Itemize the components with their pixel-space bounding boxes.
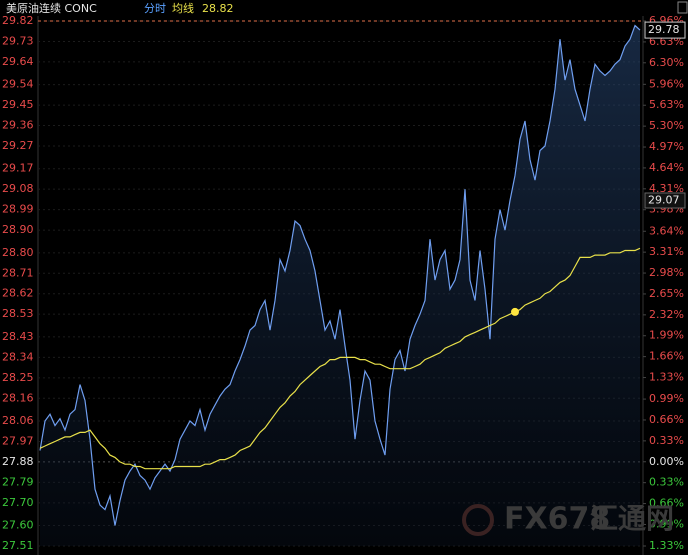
y2-tick-label: 2.32% bbox=[649, 308, 684, 321]
cursor-price-box bbox=[644, 192, 686, 209]
current-price-box bbox=[644, 21, 686, 39]
cursor-price-label: 29.07 bbox=[648, 194, 680, 207]
y-tick-label: 27.70 bbox=[2, 496, 34, 509]
y-tick-label: 27.51 bbox=[2, 539, 34, 552]
y-tick-label: 28.53 bbox=[2, 307, 34, 320]
y-tick-label: 29.64 bbox=[2, 55, 34, 68]
y-tick-label: 27.60 bbox=[2, 519, 34, 532]
y2-tick-label: 0.99% bbox=[649, 392, 684, 405]
y-tick-label: 29.82 bbox=[2, 14, 34, 27]
y2-tick-label: 3.64% bbox=[649, 224, 684, 237]
y-tick-label: 28.34 bbox=[2, 350, 34, 363]
y2-tick-label: 3.31% bbox=[649, 245, 684, 258]
y-tick-label: 29.54 bbox=[2, 78, 34, 91]
y2-tick-label: 0.00% bbox=[649, 455, 684, 468]
y-tick-label: 29.73 bbox=[2, 34, 34, 47]
window-icon[interactable] bbox=[677, 1, 688, 14]
y-tick-label: 29.45 bbox=[2, 98, 34, 111]
y2-tick-label: 2.65% bbox=[649, 287, 684, 300]
y2-tick-label: 5.63% bbox=[649, 98, 684, 111]
y2-tick-label: 0.33% bbox=[649, 476, 684, 489]
y2-tick-label: 2.98% bbox=[649, 266, 684, 279]
y2-tick-label: 4.97% bbox=[649, 140, 684, 153]
y-tick-label: 29.17 bbox=[2, 162, 34, 175]
y-tick-label: 27.97 bbox=[2, 434, 34, 447]
watermark-cn: 汇通网 bbox=[590, 502, 674, 535]
y-tick-label: 28.62 bbox=[2, 287, 34, 300]
y-tick-label: 28.43 bbox=[2, 330, 34, 343]
y-tick-label: 28.71 bbox=[2, 266, 34, 279]
y2-tick-label: 0.66% bbox=[649, 497, 684, 510]
y-tick-label: 29.27 bbox=[2, 139, 34, 152]
y-tick-label: 28.99 bbox=[2, 203, 34, 216]
y2-tick-label: 0.66% bbox=[649, 413, 684, 426]
avg-marker bbox=[511, 307, 519, 316]
y2-tick-label: 1.99% bbox=[649, 329, 684, 342]
y2-tick-label: 4.64% bbox=[649, 161, 684, 174]
y2-tick-label: 5.30% bbox=[649, 119, 684, 132]
y2-tick-label: 0.33% bbox=[649, 434, 684, 447]
y-tick-label: 29.08 bbox=[2, 182, 34, 195]
y-tick-label: 27.88 bbox=[2, 455, 34, 468]
watermark-logo bbox=[462, 504, 494, 536]
mode-label: 分时 bbox=[144, 2, 166, 15]
y2-tick-label: 1.33% bbox=[649, 371, 684, 384]
y-tick-label: 28.25 bbox=[2, 371, 34, 384]
y-tick-label: 29.36 bbox=[2, 119, 34, 132]
y2-tick-label: 0.99% bbox=[649, 517, 684, 530]
y-tick-label: 28.90 bbox=[2, 223, 34, 236]
y-tick-label: 28.80 bbox=[2, 246, 34, 259]
y-tick-label: 28.16 bbox=[2, 391, 34, 404]
avg-line bbox=[39, 247, 641, 470]
current-price-label: 29.78 bbox=[648, 23, 680, 36]
y2-tick-label: 4.31% bbox=[649, 182, 684, 195]
avg-value: 28.82 bbox=[202, 2, 234, 15]
y2-tick-label: 6.30% bbox=[649, 56, 684, 69]
plot: 29.82 29.73 29.64 29.54 29.45 29.36 29.27 29.17… bbox=[2, 14, 686, 552]
chart-title: 美原油连续 CONC bbox=[6, 1, 97, 15]
price-line bbox=[39, 24, 641, 526]
watermark: FX678 bbox=[504, 502, 610, 537]
y2-tick-label: 1.33% bbox=[649, 539, 684, 552]
avg-label: 均线 bbox=[172, 1, 194, 15]
y2-tick-label: 5.96% bbox=[649, 77, 684, 90]
price-area bbox=[40, 25, 640, 546]
y2-tick-label: 1.66% bbox=[649, 350, 684, 363]
y-tick-label: 27.79 bbox=[2, 475, 34, 488]
y-tick-label: 28.06 bbox=[2, 414, 34, 427]
